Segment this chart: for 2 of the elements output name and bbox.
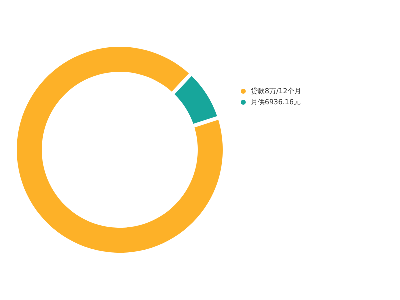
donut-slice xyxy=(174,76,218,124)
donut-slice xyxy=(17,47,223,253)
